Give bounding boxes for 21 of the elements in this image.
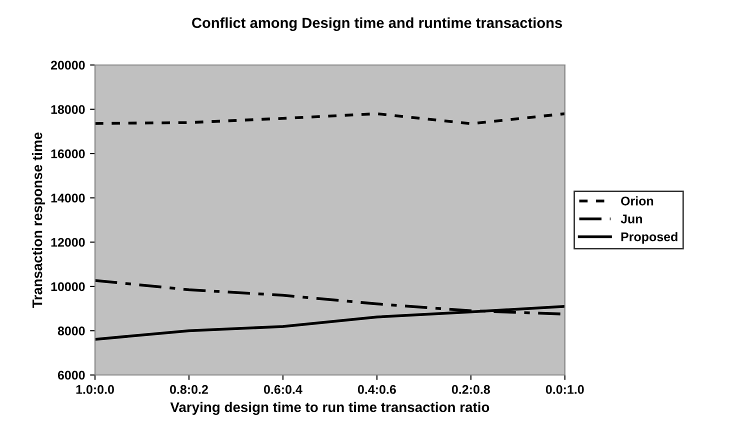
y-tick-label: 16000	[51, 149, 85, 158]
y-tick-label: 20000	[50, 60, 85, 70]
x-tick-label: 1.0:0.0	[76, 385, 114, 394]
legend-label: Proposed	[621, 232, 678, 244]
y-axis-title: Transaction response time	[32, 132, 45, 308]
y-tick-label: 8000	[58, 326, 85, 336]
y-tick-label: 14000	[51, 194, 85, 203]
x-tick-label: 0.2:0.8	[452, 385, 490, 394]
x-tick-label: 0.4:0.6	[358, 385, 396, 394]
legend-label: Jun	[620, 214, 642, 224]
x-tick-label: 0.0:1.0	[546, 385, 584, 394]
line-series	[95, 112, 565, 126]
y-tick-label: 10000	[51, 282, 85, 292]
y-tick-label: 18000	[51, 105, 85, 114]
x-tick-label: 0.6:0.4	[264, 385, 302, 394]
y-tick-label: 6000	[58, 370, 85, 380]
x-tick-label: 0.8:0.2	[170, 385, 208, 394]
chart-title: Conflict among Design time and runtime transactions	[192, 17, 562, 31]
legend-label: Orion	[621, 196, 654, 206]
x-axis-title: Varying design time to run time transaction ratio	[170, 402, 490, 415]
y-tick-label: 12000	[51, 238, 85, 247]
